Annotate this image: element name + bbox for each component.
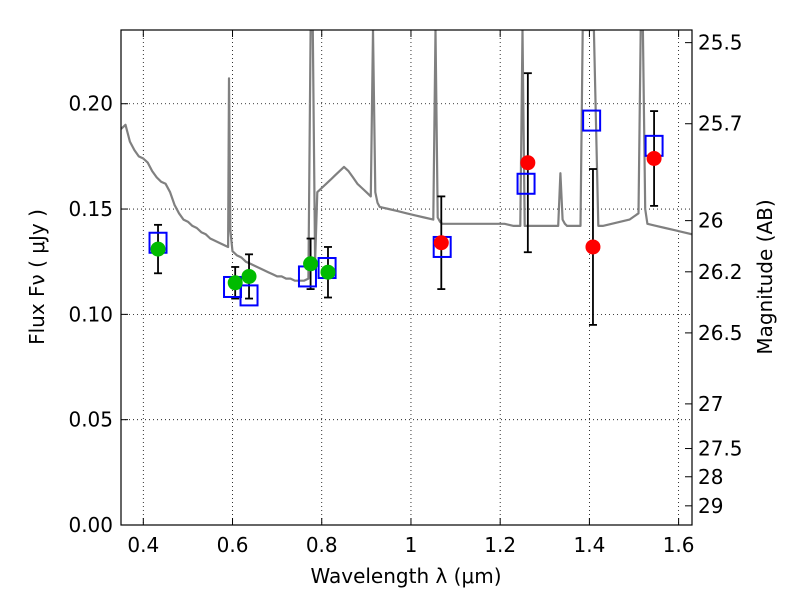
right-tick-label: 27.5 bbox=[698, 437, 743, 461]
model-marker bbox=[516, 172, 536, 195]
spectrum-line bbox=[121, 30, 692, 282]
observation-marker bbox=[241, 268, 257, 284]
right-tick-label: 25.5 bbox=[698, 31, 743, 55]
y-tick-label: 0.05 bbox=[68, 408, 113, 432]
y-tick-label: 0.15 bbox=[68, 197, 113, 221]
x-tick-label: 0.4 bbox=[127, 533, 159, 557]
observation-marker bbox=[433, 235, 449, 251]
observation-marker bbox=[646, 150, 662, 166]
x-tick-label: 1.2 bbox=[484, 533, 516, 557]
x-tick-label: 0.6 bbox=[217, 533, 249, 557]
gridlines bbox=[121, 30, 692, 526]
x-tick-label: 1.6 bbox=[663, 533, 695, 557]
model-marker bbox=[582, 109, 602, 132]
right-tick-label: 28 bbox=[698, 465, 723, 489]
observation-marker bbox=[585, 239, 601, 255]
observation-marker bbox=[320, 264, 336, 280]
y-tick-label: 0.20 bbox=[68, 92, 113, 116]
observation-marker bbox=[150, 241, 166, 257]
right-tick-label: 26 bbox=[698, 209, 723, 233]
x-tick-label: 1.4 bbox=[573, 533, 605, 557]
x-tick-label: 0.8 bbox=[306, 533, 338, 557]
observation-marker bbox=[520, 155, 536, 171]
right-tick-label: 26.5 bbox=[698, 321, 743, 345]
y-axis-right-title: Magnitude (AB) bbox=[753, 199, 777, 354]
right-tick-label: 26.2 bbox=[698, 260, 743, 284]
axis-ticks: 0.4 0.6 0.8 1 1.2 1.4 1.6 0.00 0.05 0.10 0.15 0.20 2… bbox=[68, 30, 743, 557]
observation-marker bbox=[227, 275, 243, 291]
y-axis-title: Flux Fν ( μJy ) bbox=[25, 209, 49, 345]
y-tick-label: 0.00 bbox=[68, 513, 113, 537]
right-tick-label: 25.7 bbox=[698, 112, 743, 136]
x-tick-label: 1 bbox=[405, 533, 418, 557]
plot-area bbox=[121, 30, 692, 326]
observation-marker bbox=[303, 256, 319, 272]
right-tick-label: 27 bbox=[698, 392, 723, 416]
right-tick-label: 29 bbox=[698, 494, 723, 518]
model-marker bbox=[239, 284, 259, 307]
x-axis-title: Wavelength λ (μm) bbox=[310, 564, 501, 588]
y-tick-label: 0.10 bbox=[68, 302, 113, 326]
plot-frame bbox=[120, 29, 693, 526]
